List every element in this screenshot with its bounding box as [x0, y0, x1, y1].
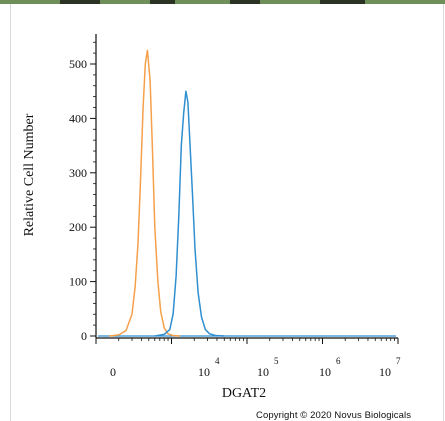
copyright-notice: Copyright © 2020 Novus Biologicals	[256, 410, 412, 421]
x-tick-label: 10 6	[319, 356, 341, 379]
x-tick-label: 10 7	[379, 356, 401, 379]
x-tick-label: 0	[110, 365, 116, 379]
y-tick-label: 400	[69, 111, 87, 125]
y-tick-label: 500	[69, 57, 87, 71]
x-tick-exponent: 4	[215, 356, 220, 366]
series-2-line	[154, 90, 225, 337]
x-tick-base: 10	[379, 365, 391, 379]
top-strip	[0, 0, 445, 4]
y-tick-label: 300	[69, 166, 87, 180]
y-tick-label: 100	[69, 275, 87, 289]
y-tick-label: 200	[69, 220, 87, 234]
x-tick-base: 10	[257, 365, 269, 379]
y-axis-label: Relative Cell Number	[22, 113, 37, 236]
image-frame	[10, 4, 444, 421]
x-tick-exponent: 5	[274, 356, 279, 366]
x-axis-ticks: 0 10 4 10 5 10 6 10 7	[95, 338, 401, 379]
series-layer	[98, 49, 396, 337]
x-tick-exponent: 7	[396, 356, 401, 366]
axes	[95, 34, 398, 339]
x-tick-base: 10	[198, 365, 210, 379]
x-axis-label: DGAT2	[222, 386, 266, 401]
x-tick-base: 10	[319, 365, 331, 379]
y-axis-ticks: 500 400 300 200 100 0	[69, 41, 96, 343]
series-1-line	[109, 49, 181, 337]
y-tick-label: 0	[81, 329, 87, 343]
x-tick-base: 0	[110, 365, 116, 379]
x-tick-exponent: 6	[336, 356, 341, 366]
x-tick-label: 10 5	[257, 356, 279, 379]
x-tick-label: 10 4	[198, 356, 220, 379]
